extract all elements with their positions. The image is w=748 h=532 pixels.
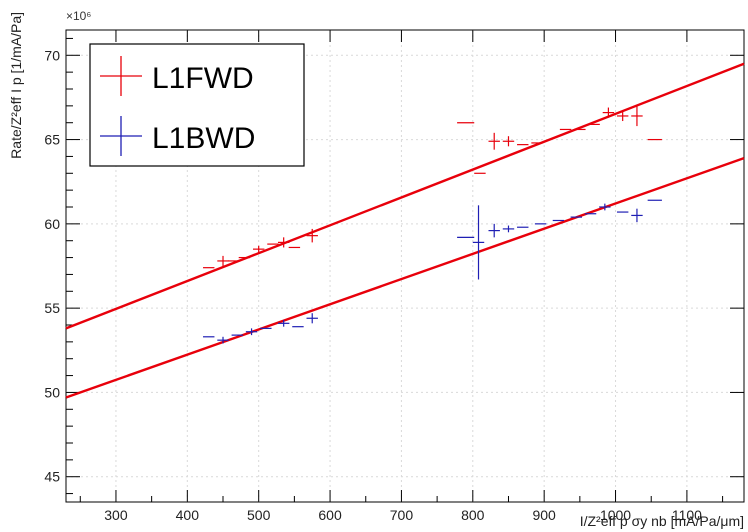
y-tick-label: 60 (44, 216, 60, 232)
data-point (252, 245, 265, 253)
y-axis-label: Rate/Z²eff I p [1/mA/Pa] (8, 12, 24, 159)
x-tick-label: 800 (461, 507, 485, 523)
series-l1bwd (203, 199, 662, 344)
series-l1fwd (203, 105, 662, 269)
data-point (277, 319, 290, 327)
data-point (599, 203, 611, 211)
data-point (502, 225, 515, 233)
grid (66, 30, 744, 502)
y-axis-multiplier: ×10⁶ (66, 9, 91, 23)
data-point (488, 223, 500, 238)
data-point (277, 237, 290, 248)
data-point (502, 136, 515, 147)
legend-entry-l1bwd: L1BWD (100, 116, 255, 156)
x-tick-label: 1100 (672, 507, 702, 523)
y-tick-label: 50 (44, 384, 60, 400)
x-tick-label: 500 (247, 507, 271, 523)
x-tick-label: 600 (318, 507, 342, 523)
data-point (472, 205, 485, 280)
x-tick-label: 1000 (600, 507, 631, 523)
data-point (488, 132, 500, 150)
legend: L1FWD L1BWD (89, 43, 305, 167)
data-point (631, 105, 643, 127)
data-point (245, 328, 258, 336)
legend-box (89, 43, 305, 167)
x-tick-label: 400 (176, 507, 200, 523)
x-axis-label: I/Z²eff p σy nb [mA/Pa/μm] (580, 513, 744, 529)
legend-label-l1fwd: L1FWD (152, 62, 254, 95)
fit-line-l1fwd (65, 62, 745, 330)
x-tick-label: 700 (390, 507, 414, 523)
data-point (631, 208, 643, 223)
x-tick-label: 900 (532, 507, 556, 523)
data-points (203, 105, 662, 344)
y-tick-label: 65 (44, 132, 60, 148)
legend-label-l1bwd: L1BWD (152, 122, 255, 155)
fit-lines (65, 62, 745, 399)
legend-entry-l1fwd: L1FWD (100, 56, 254, 96)
data-point (217, 336, 229, 344)
data-point (616, 110, 629, 122)
y-tick-label: 55 (44, 300, 60, 316)
fit-line-l1bwd (65, 156, 745, 399)
y-tick-label: 70 (44, 47, 60, 63)
data-point (217, 255, 229, 266)
axes: 300 400 500 600 700 800 900 1000 1100 45 50 55 60 65 7… (44, 30, 744, 523)
data-point (602, 107, 615, 118)
data-point (306, 313, 318, 324)
y-tick-label: 45 (44, 469, 60, 485)
data-point (306, 228, 318, 243)
x-tick-label: 300 (104, 507, 128, 523)
